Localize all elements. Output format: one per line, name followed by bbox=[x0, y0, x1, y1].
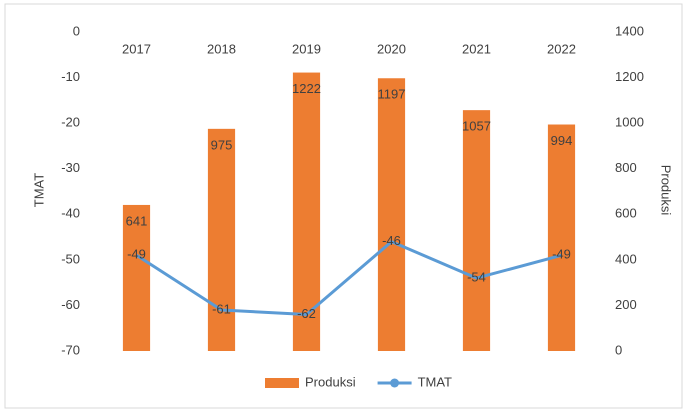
data-label: -54 bbox=[467, 270, 486, 285]
data-label: 1197 bbox=[378, 87, 406, 102]
data-label: -46 bbox=[382, 233, 401, 248]
y-tick-label: -20 bbox=[61, 115, 80, 130]
bar bbox=[547, 124, 576, 351]
x-tick-label: 2017 bbox=[122, 41, 151, 56]
data-label: -49 bbox=[127, 247, 146, 262]
y2-axis-label: Produksi bbox=[659, 165, 674, 216]
x-tick-label: 2018 bbox=[207, 41, 236, 56]
y2-tick-label: 0 bbox=[615, 342, 622, 357]
y-tick-label: -10 bbox=[61, 69, 80, 84]
data-label: 641 bbox=[126, 213, 148, 228]
legend-label: TMAT bbox=[418, 374, 452, 389]
y-tick-label: -30 bbox=[61, 160, 80, 175]
data-label: 1057 bbox=[462, 119, 491, 134]
bar bbox=[122, 204, 151, 351]
data-label: 1222 bbox=[292, 81, 321, 96]
y2-tick-label: 600 bbox=[615, 206, 637, 221]
y-tick-label: -50 bbox=[61, 251, 80, 266]
chart-border bbox=[4, 3, 683, 409]
bar bbox=[377, 78, 406, 351]
bar bbox=[462, 110, 491, 351]
y2-tick-label: 200 bbox=[615, 297, 637, 312]
y2-tick-label: 1200 bbox=[615, 69, 644, 84]
y-axis-label: TMAT bbox=[31, 173, 46, 207]
x-tick-label: 2020 bbox=[377, 41, 406, 56]
y-tick-label: -60 bbox=[61, 297, 80, 312]
y2-tick-label: 1000 bbox=[615, 115, 644, 130]
line bbox=[135, 240, 562, 317]
data-label: -49 bbox=[552, 247, 571, 262]
legend-swatch bbox=[265, 378, 299, 388]
y-tick-label: -40 bbox=[61, 206, 80, 221]
y2-tick-label: 1400 bbox=[615, 23, 644, 38]
y2-tick-label: 400 bbox=[615, 251, 637, 266]
data-label: 975 bbox=[211, 137, 233, 152]
x-tick-label: 2019 bbox=[292, 41, 321, 56]
x-tick-label: 2022 bbox=[547, 41, 576, 56]
legend-swatch bbox=[390, 378, 400, 388]
data-label: -61 bbox=[212, 301, 231, 316]
bar bbox=[292, 72, 321, 352]
data-label: -62 bbox=[297, 306, 316, 321]
y-tick-label: -70 bbox=[61, 342, 80, 357]
x-tick-label: 2021 bbox=[462, 41, 491, 56]
bar bbox=[207, 128, 236, 351]
legend-label: Produksi bbox=[305, 374, 356, 389]
data-label: 994 bbox=[551, 133, 573, 148]
y-tick-label: 0 bbox=[73, 23, 80, 38]
y2-tick-label: 800 bbox=[615, 160, 637, 175]
